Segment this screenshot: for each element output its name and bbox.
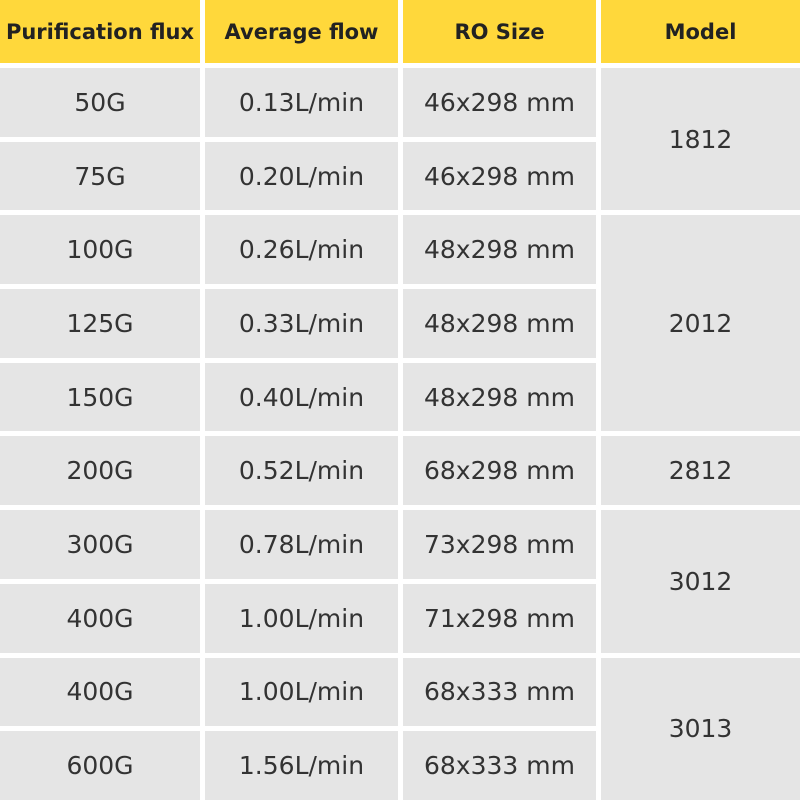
table-cell: 1.00L/min (205, 583, 398, 653)
table-cell: 0.78L/min (205, 510, 398, 579)
header-cell: Average flow (205, 0, 398, 63)
table-cell: 48x298 mm (403, 289, 596, 358)
table-cell: 150G (0, 362, 200, 432)
table-cell: 100G (0, 215, 200, 285)
table-cell: 1.56L/min (205, 731, 398, 800)
table-cell: 75G (0, 141, 200, 211)
table-cell: 73x298 mm (403, 510, 596, 579)
table-cell: 400G (0, 657, 200, 727)
table-cell: 48x298 mm (403, 362, 596, 432)
header-cell: RO Size (403, 0, 596, 63)
table-cell: 68x298 mm (403, 436, 596, 506)
table-cell: 125G (0, 289, 200, 358)
table-cell: 0.20L/min (205, 141, 398, 211)
table-cell: 0.52L/min (205, 436, 398, 506)
table-cell: 46x298 mm (403, 141, 596, 211)
table-cell: 0.13L/min (205, 68, 398, 137)
header-cell: Purification flux (0, 0, 200, 63)
table-cell: 3012 (601, 510, 800, 653)
table-cell: 48x298 mm (403, 215, 596, 285)
table-cell: 0.40L/min (205, 362, 398, 432)
table-cell: 71x298 mm (403, 583, 596, 653)
table-cell: 3013 (601, 657, 800, 800)
table-cell: 0.26L/min (205, 215, 398, 285)
table-cell: 300G (0, 510, 200, 579)
table-cell: 50G (0, 68, 200, 137)
table-cell: 2012 (601, 215, 800, 432)
table-cell: 2812 (601, 436, 800, 506)
table-cell: 46x298 mm (403, 68, 596, 137)
header-cell: Model (601, 0, 800, 63)
table-cell: 200G (0, 436, 200, 506)
table-cell: 68x333 mm (403, 731, 596, 800)
table-cell: 0.33L/min (205, 289, 398, 358)
table-cell: 1812 (601, 68, 800, 211)
table-cell: 400G (0, 583, 200, 653)
table-cell: 1.00L/min (205, 657, 398, 727)
table-cell: 600G (0, 731, 200, 800)
table-cell: 68x333 mm (403, 657, 596, 727)
